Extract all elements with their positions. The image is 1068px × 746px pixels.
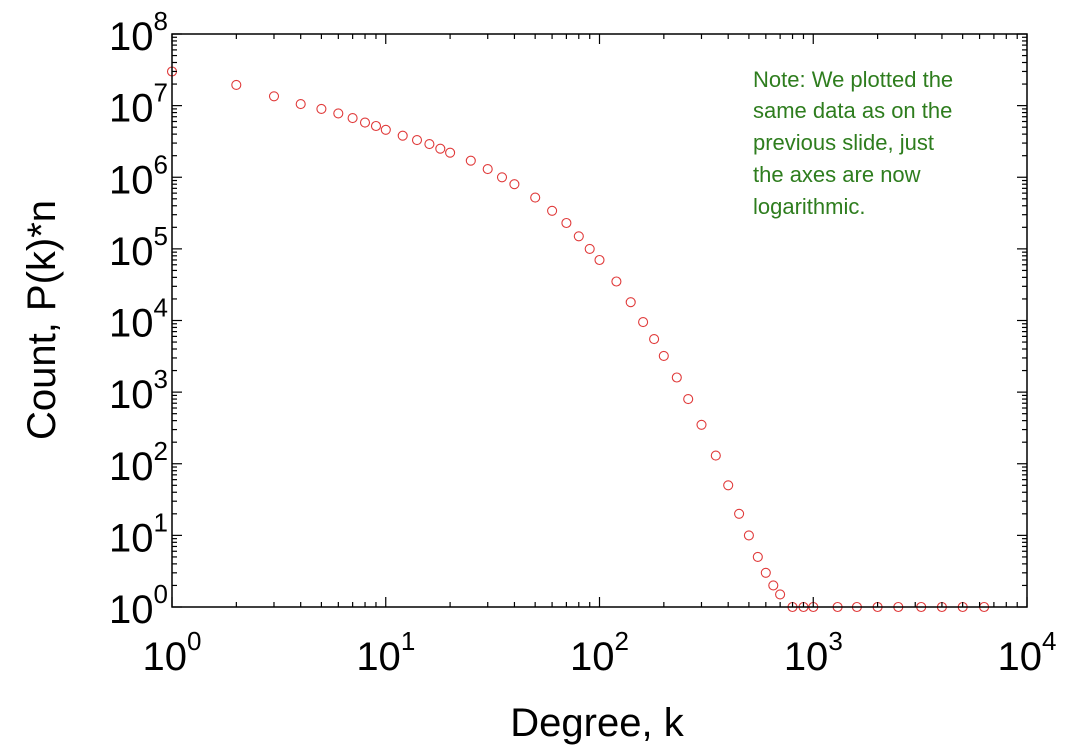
data-point [584,243,595,254]
x-tick-label: 104 [998,626,1057,679]
y-tick-label: 100 [109,579,168,632]
data-point [380,124,391,135]
data-point [482,164,493,175]
y-axis-title: Count, P(k)*n [20,200,64,440]
data-point [658,350,669,361]
data-point [561,217,572,229]
y-tick-label: 104 [109,293,168,346]
x-tick-label: 101 [356,626,415,679]
note-line: same data as on the [753,98,952,123]
y-tick-label: 102 [109,436,168,489]
y-tick-label: 106 [109,149,168,202]
data-point [775,589,786,600]
data-point [683,394,694,405]
data-point [671,372,682,383]
data-point [752,551,763,562]
data-point [333,108,344,119]
note-line: previous slide, just [753,130,934,155]
y-tick-label: 105 [109,221,168,274]
data-point [638,317,649,328]
data-point [547,205,558,216]
x-tick-label: 103 [784,626,843,679]
note-annotation: Note: We plotted the same data as on the… [753,67,953,219]
y-tick-label: 101 [109,507,168,560]
y-tick-label: 108 [109,6,168,59]
x-axis-title: Degree, k [510,701,684,745]
data-point [347,113,358,124]
x-tick-label: 102 [570,626,629,679]
data-point [295,99,306,110]
data-point [370,120,382,132]
data-point [509,179,520,190]
data-point [268,91,280,102]
data-point [649,334,660,345]
y-tick-label: 107 [109,78,168,131]
y-tick-label: 103 [109,364,168,417]
data-point [316,103,327,114]
data-point [445,147,456,158]
data-point [611,276,622,287]
data-point [760,567,771,578]
note-line: the axes are now [753,162,921,187]
x-tick-labels: 100 101 102 103 104 [143,626,1057,679]
data-point [625,297,636,308]
data-point [723,480,734,491]
axis-ticks [171,33,1028,608]
note-line: Note: We plotted the [753,67,953,92]
data-point [424,139,435,150]
data-point [768,580,779,591]
data-point [530,192,541,203]
data-point [696,419,707,430]
data-point [231,79,242,90]
x-tick-label: 100 [143,626,202,679]
data-point [594,254,605,266]
y-tick-labels: 100 101 102 103 104 105 106 107 108 [109,6,168,632]
data-point [465,155,476,166]
data-point [573,231,584,242]
data-point [397,130,408,141]
data-point [710,450,721,461]
note-line: logarithmic. [753,194,865,219]
data-point [435,143,446,154]
data-point [359,117,371,128]
data-point [743,530,754,541]
data-point [496,172,508,183]
data-point [411,135,423,146]
data-point [734,508,745,519]
